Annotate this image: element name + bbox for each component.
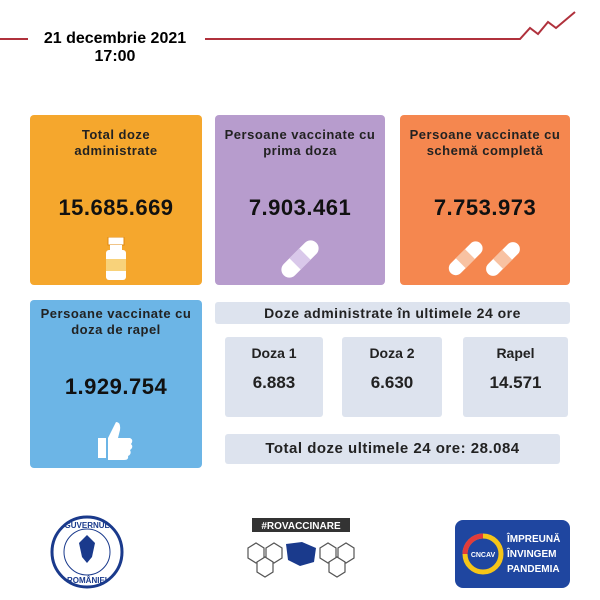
slogan: PANDEMIA bbox=[507, 564, 560, 575]
dose-box: Doza 1 6.883 bbox=[225, 337, 323, 417]
cncav-logo: CNCAV ÎMPREUNĂ ÎNVINGEM PANDEMIA bbox=[455, 520, 570, 588]
card: Persoane vaccinate cu prima doza 7.903.4… bbox=[215, 115, 385, 285]
dose-box: Rapel 14.571 bbox=[463, 337, 568, 417]
dose-value: 14.571 bbox=[489, 373, 542, 392]
dose-value: 6.883 bbox=[252, 373, 296, 392]
card: Persoane vaccinate cu doza de rapel 1.92… bbox=[30, 300, 202, 468]
card-label: Persoane vaccinate cu prima doza bbox=[224, 127, 376, 158]
card: Total doze administrate 15.685.669 bbox=[30, 115, 202, 285]
slogan: ÎNVINGEM bbox=[506, 547, 556, 560]
total-value: 28.084 bbox=[470, 440, 520, 457]
dose-box: Doza 2 6.630 bbox=[342, 337, 442, 417]
dose-value: 6.630 bbox=[370, 373, 414, 392]
header-line bbox=[0, 11, 576, 40]
bandages-icon bbox=[448, 241, 520, 276]
gov-logo: GUVERNUL ROMÂNIEI bbox=[50, 515, 124, 589]
cncav: CNCAV bbox=[471, 552, 496, 559]
card-value: 1.929.754 bbox=[64, 374, 168, 399]
section-title-bar: Doze administrate în ultimele 24 ore bbox=[215, 302, 570, 324]
card-value: 7.903.461 bbox=[248, 195, 352, 220]
rovaccinare-logo: #ROVACCINARE bbox=[247, 518, 355, 578]
bandage-icon bbox=[281, 240, 319, 278]
card-label: Persoane vaccinate cu schemă completă bbox=[409, 127, 561, 158]
total-bar: Total doze ultimele 24 ore: 28.084 bbox=[225, 434, 560, 464]
card-label: Persoane vaccinate cu doza de rapel bbox=[40, 306, 192, 337]
gov-bottom: ROMÂNIEI bbox=[67, 576, 107, 585]
time: 17:00 bbox=[94, 48, 136, 65]
date: 21 decembrie 2021 bbox=[43, 30, 187, 47]
slogan: ÎMPREUNĂ bbox=[506, 532, 560, 545]
total-label: Total doze ultimele 24 ore: bbox=[265, 440, 467, 457]
vial-icon bbox=[106, 237, 126, 280]
card-value: 15.685.669 bbox=[58, 195, 174, 220]
card-value: 7.753.973 bbox=[433, 195, 537, 220]
dose-label: Doza 2 bbox=[369, 345, 415, 361]
dose-label: Rapel bbox=[496, 345, 535, 361]
dose-label: Doza 1 bbox=[251, 345, 297, 361]
hashtag: #ROVACCINARE bbox=[261, 521, 341, 532]
thumb-icon bbox=[98, 422, 133, 460]
card-label: Total doze administrate bbox=[74, 127, 158, 158]
section-title: Doze administrate în ultimele 24 ore bbox=[264, 305, 521, 321]
gov-top: GUVERNUL bbox=[65, 521, 110, 530]
card: Persoane vaccinate cu schemă completă 7.… bbox=[400, 115, 570, 285]
